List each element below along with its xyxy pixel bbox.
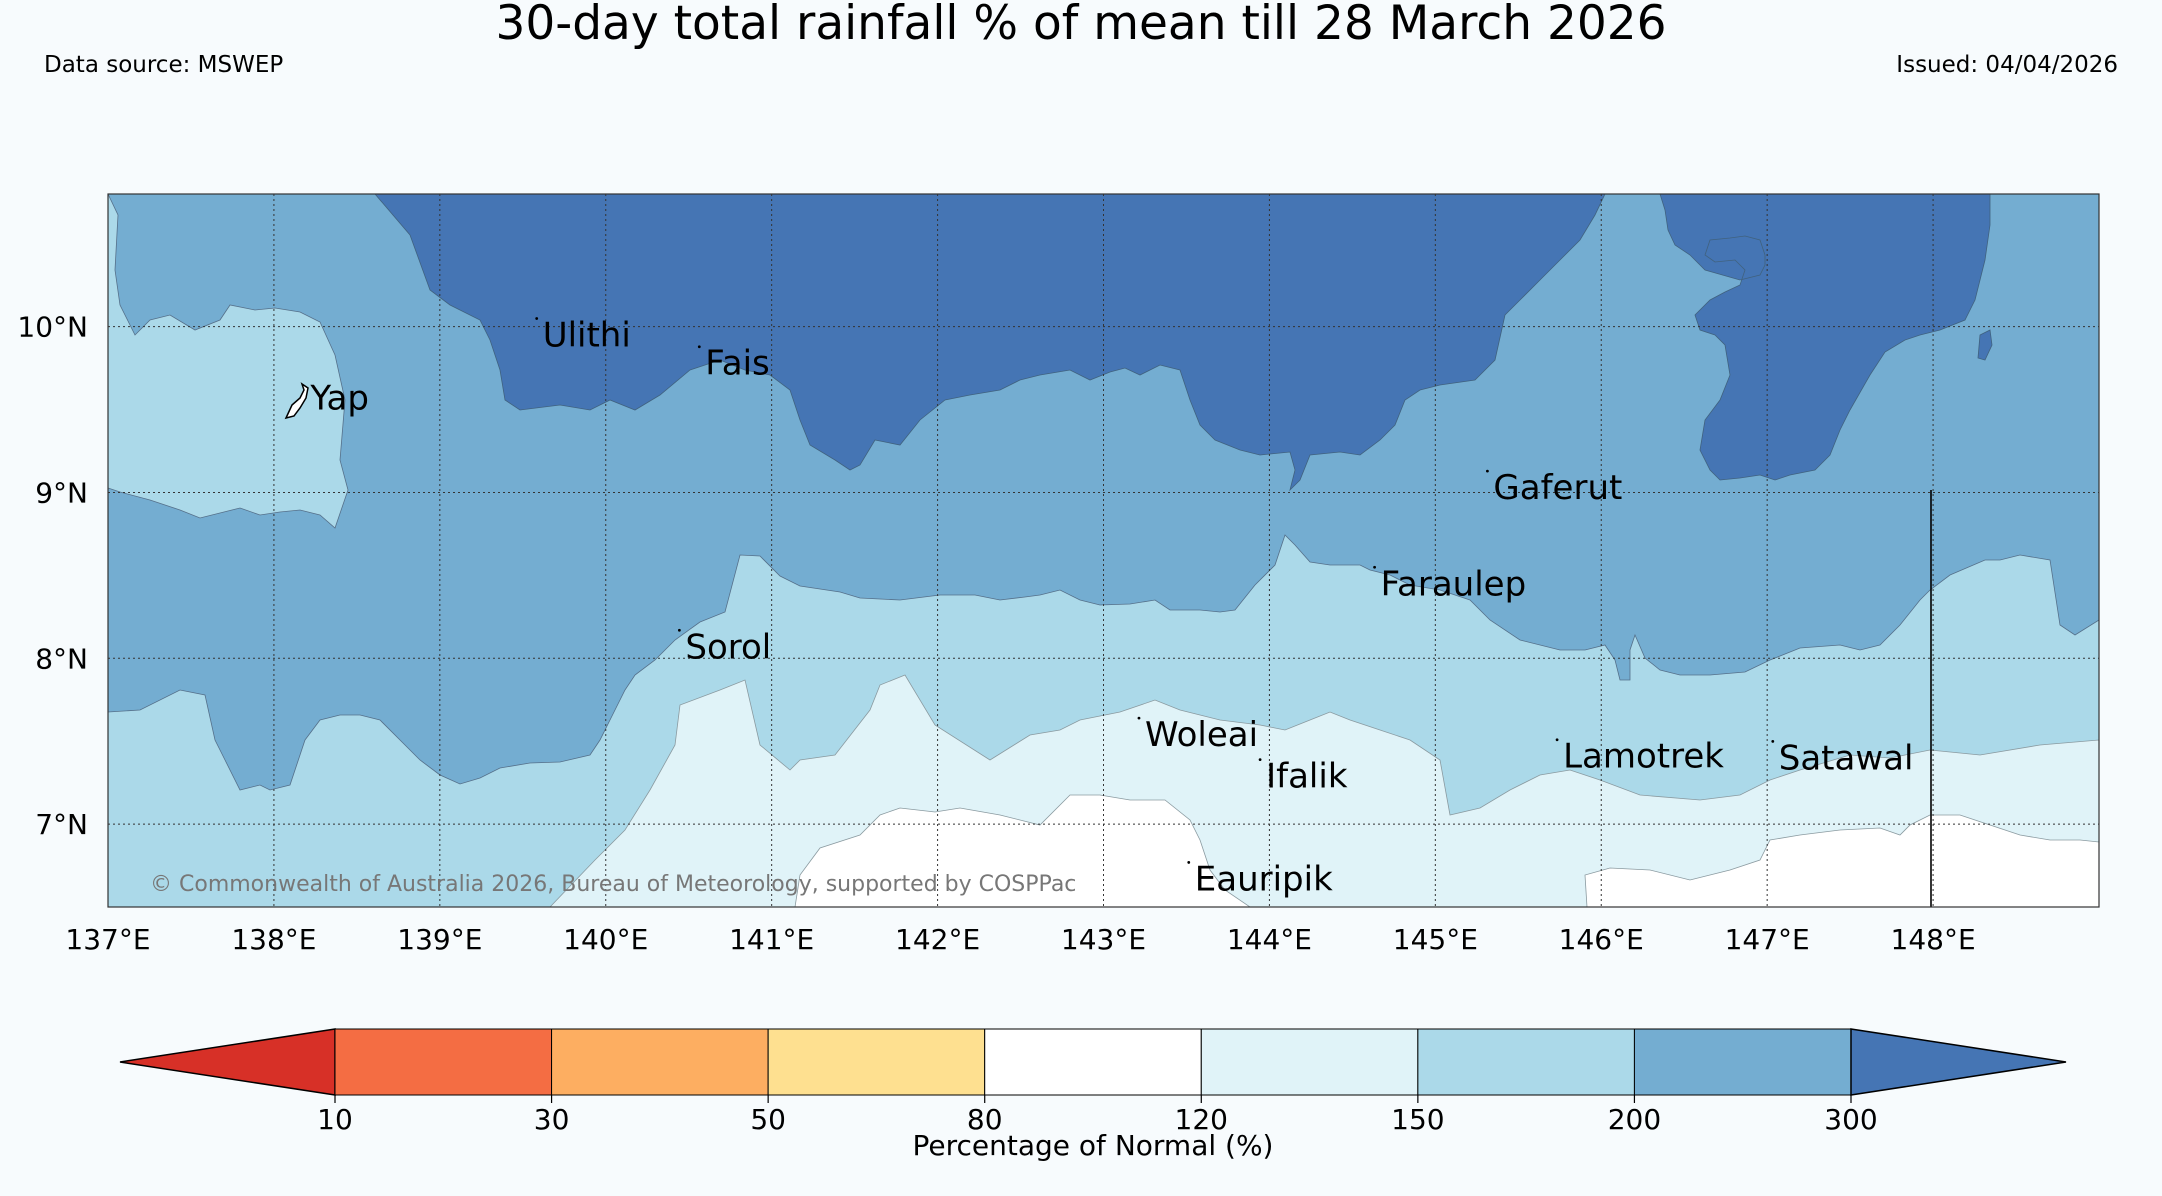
lon-tick-label: 137°E — [65, 923, 150, 956]
latitude-labels: 10°N 9°N 8°N 7°N — [17, 311, 88, 841]
graticule — [108, 194, 2099, 907]
place-label-fais: Fais — [705, 344, 769, 384]
island-dot — [677, 628, 681, 632]
colorbar-tick-label: 200 — [1608, 1103, 1661, 1136]
longitude-labels: 137°E 138°E 139°E 140°E 141°E 142°E 143°E 144°E… — [65, 923, 1975, 956]
colorbar-bin — [1417, 1028, 1635, 1096]
place-label-sorol: Sorol — [685, 627, 771, 667]
island-dot — [1187, 861, 1191, 864]
island-dot — [1555, 738, 1559, 742]
colorbar-low-arrow — [119, 1028, 336, 1096]
lon-tick-label: 139°E — [397, 923, 482, 956]
contour-above-300 — [374, 194, 1606, 492]
island-dots — [535, 317, 1775, 864]
issued-date: Issued: 04/04/2026 — [1896, 52, 2118, 78]
colorbar-title: Percentage of Normal (%) — [913, 1129, 1274, 1162]
colorbar: 10 30 50 80 120 150 200 300 — [119, 1028, 2067, 1136]
lon-tick-label: 140°E — [563, 923, 648, 956]
island-dot — [1258, 758, 1262, 762]
place-label-satawal: Satawal — [1779, 738, 1914, 778]
contour-150-200-yap — [108, 194, 349, 529]
lon-tick-label: 147°E — [1725, 923, 1810, 956]
contour-80-120 — [1584, 814, 2099, 907]
lon-tick-label: 142°E — [895, 923, 980, 956]
colorbar-bin — [1633, 1028, 1852, 1096]
place-label-gaferut: Gaferut — [1493, 468, 1622, 508]
contour-above-300-east — [1659, 194, 1991, 481]
island-dot — [1137, 716, 1141, 720]
place-label-yap: Yap — [309, 379, 369, 419]
colorbar-tick-label: 30 — [534, 1103, 570, 1136]
colorbar-high-arrow — [1850, 1028, 2067, 1096]
yap-island-icon — [284, 382, 309, 420]
copyright-note: © Commonwealth of Australia 2026, Bureau… — [150, 872, 1076, 897]
rainfall-contours — [108, 194, 2099, 907]
lon-tick-label: 145°E — [1393, 923, 1478, 956]
island-dot — [1486, 469, 1489, 473]
lon-tick-label: 148°E — [1891, 923, 1976, 956]
lon-tick-label: 144°E — [1227, 923, 1312, 956]
colorbar-tick-label: 10 — [317, 1103, 353, 1136]
contour-80-120 — [794, 794, 1251, 907]
colorbar-bin — [551, 1028, 769, 1096]
island-dot — [535, 317, 539, 320]
island-dot — [1373, 565, 1376, 569]
place-label-ifalik: Ifalik — [1266, 757, 1348, 797]
lon-tick-label: 146°E — [1559, 923, 1644, 956]
lon-tick-label: 143°E — [1061, 923, 1146, 956]
colorbar-bin — [334, 1028, 553, 1096]
colorbar-tick-label: 120 — [1175, 1103, 1228, 1136]
place-label-faraulep: Faraulep — [1381, 564, 1527, 604]
map-frame — [107, 193, 2100, 908]
contour-above-300-islet — [1977, 329, 1993, 361]
colorbar-bin — [984, 1028, 1202, 1096]
colorbar-tick-label: 50 — [750, 1103, 786, 1136]
data-source: Data source: MSWEP — [44, 52, 284, 78]
colorbar-tick-label: 300 — [1824, 1103, 1877, 1136]
lat-tick-label: 7°N — [35, 808, 88, 841]
map-title: 30-day total rainfall % of mean till 28 … — [495, 0, 1667, 51]
lon-tick-label: 138°E — [231, 923, 316, 956]
lon-tick-label: 141°E — [729, 923, 814, 956]
island-dot — [1771, 739, 1775, 743]
lat-tick-label: 9°N — [35, 476, 88, 509]
place-labels: Yap Ulithi Fais Sorol Gaferut Faraulep WoleaiI… — [309, 316, 1913, 900]
place-label-eauripik: Eauripik — [1195, 859, 1333, 899]
lat-tick-label: 10°N — [17, 311, 88, 344]
island-dot — [697, 345, 701, 349]
place-label-ulithi: Ulithi — [543, 316, 631, 356]
colorbar-tick-label: 80 — [967, 1103, 1003, 1136]
colorbar-tick-label: 150 — [1391, 1103, 1444, 1136]
lat-tick-label: 8°N — [35, 642, 88, 675]
place-label-woleai: Woleai — [1145, 715, 1258, 755]
colorbar-bin — [1200, 1028, 1419, 1096]
colorbar-bin — [767, 1028, 986, 1096]
place-label-lamotrek: Lamotrek — [1563, 737, 1724, 777]
